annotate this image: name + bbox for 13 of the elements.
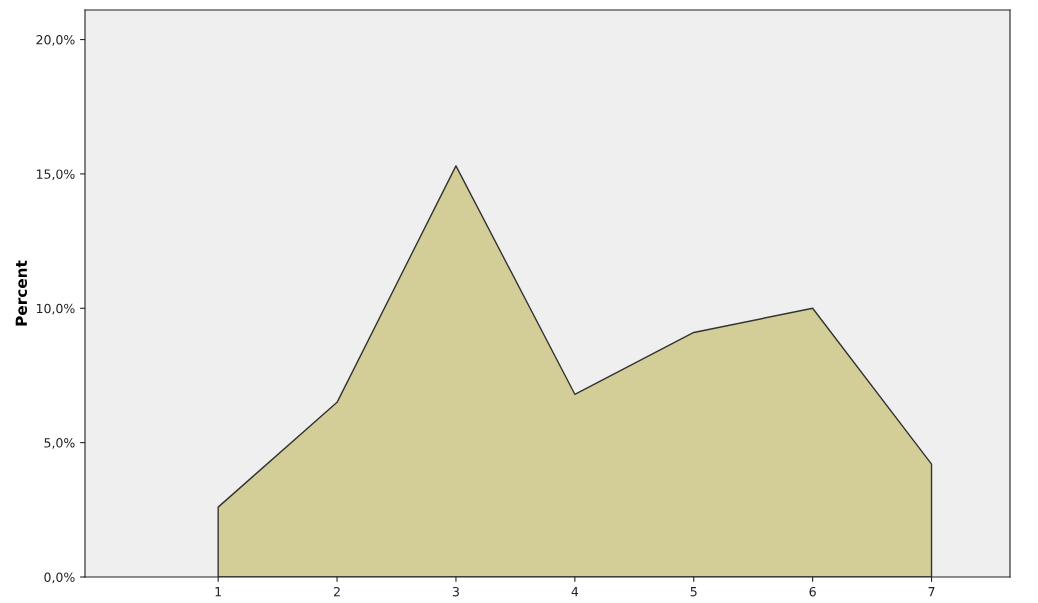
y-tick-label: 15,0% [36, 169, 75, 181]
x-tick-label: 3 [452, 586, 459, 597]
y-tick-label: 5,0% [44, 438, 75, 449]
x-tick-label: 4 [571, 587, 579, 597]
x-tick-label: 7 [928, 587, 935, 597]
x-tick-label: 6 [809, 586, 816, 597]
y-tick-label: 10,0% [36, 303, 75, 315]
y-axis-title: Percent [15, 260, 28, 326]
y-tick-label: 20,0% [36, 35, 75, 46]
y-tick-label: 0,0% [44, 572, 75, 584]
x-tick-label: 2 [334, 586, 340, 597]
x-tick-label: 5 [690, 587, 697, 597]
x-tick-label: 1 [215, 587, 221, 597]
